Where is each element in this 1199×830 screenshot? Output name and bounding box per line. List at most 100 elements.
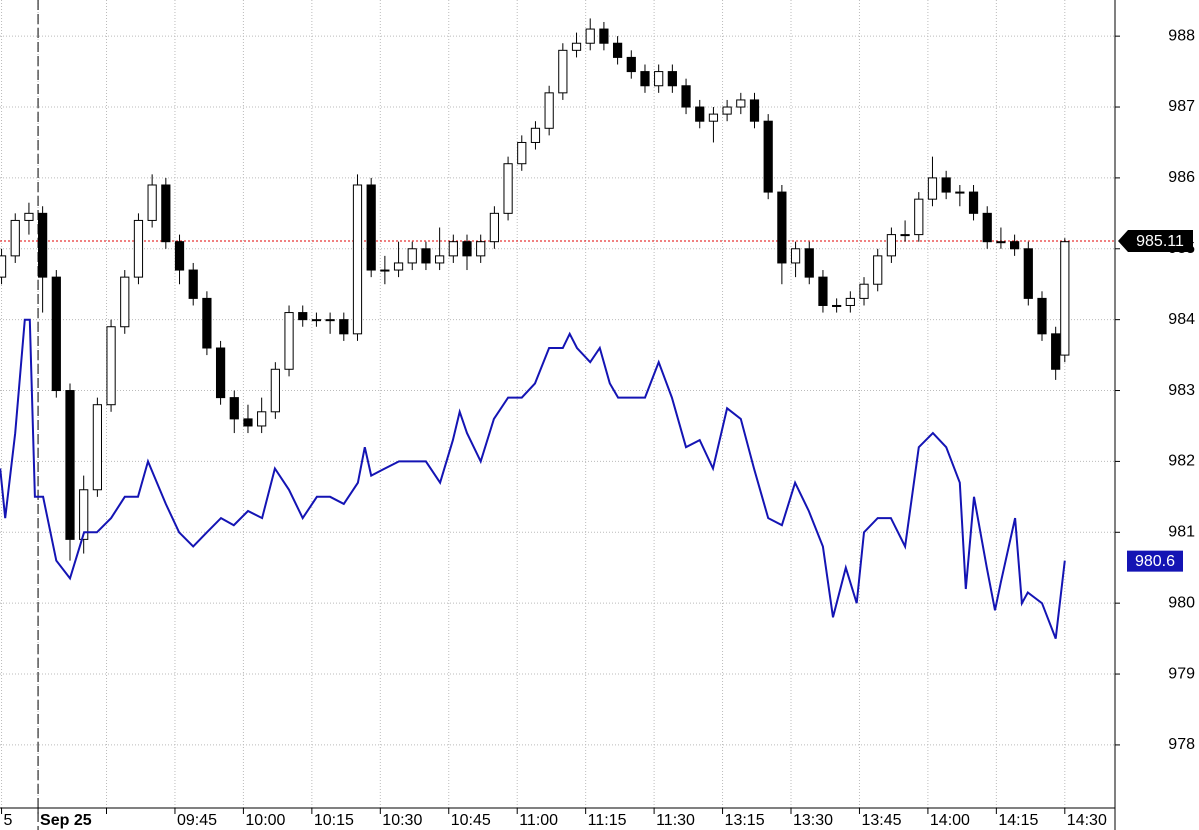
x-tick-label: 13:45 (861, 812, 901, 829)
candle-body (120, 276, 130, 328)
candle-body (1023, 248, 1033, 299)
y-tick-label: 979 (1168, 665, 1195, 682)
candle-body (503, 163, 513, 214)
candle-body (51, 276, 61, 392)
x-tick-label: 09:45 (177, 812, 217, 829)
candle-body (626, 56, 636, 73)
last-price-box (1118, 229, 1193, 252)
candle-body (366, 184, 376, 271)
candle-body (202, 297, 212, 349)
candle-body (133, 219, 144, 278)
candle-body (325, 319, 335, 322)
candle-body (229, 397, 239, 420)
candle-body (804, 248, 814, 278)
candle-body (1010, 241, 1020, 250)
candle-body (544, 92, 554, 129)
candle-body (1037, 297, 1047, 335)
x-tick-label: 10:30 (382, 812, 422, 829)
x-tick-label: 14:15 (998, 812, 1038, 829)
plot (0, 0, 1115, 830)
candle-body (571, 42, 582, 51)
candle-body (886, 234, 897, 257)
candle-body (462, 241, 472, 257)
line-last-box (1127, 550, 1183, 572)
x-tick-label: 11:15 (588, 812, 627, 829)
candle-body (65, 390, 75, 540)
candle-body (955, 191, 965, 194)
candle-body (407, 248, 417, 264)
candle-body (79, 489, 89, 540)
candle-body (845, 297, 855, 306)
y-tick-label: 983 (1168, 382, 1195, 399)
candle-body (0, 255, 7, 278)
candle-body (777, 191, 787, 264)
candle-body (10, 219, 20, 257)
candle-body (517, 141, 527, 165)
y-tick-label: 987 (1168, 98, 1195, 115)
y-tick-label: 986 (1168, 169, 1195, 186)
candle-body (941, 177, 951, 193)
x-tick-label: 11:00 (519, 812, 558, 829)
candle-body (270, 368, 280, 413)
candle-body (982, 212, 992, 243)
y-tick-label: 978 (1168, 736, 1195, 753)
candle-body (435, 255, 445, 264)
candle-body (352, 184, 363, 335)
y-tick-label: 984 (1168, 311, 1195, 328)
candle-body (421, 248, 431, 264)
candle-body (298, 312, 308, 321)
candle-body (380, 269, 390, 272)
candle-body (92, 404, 102, 491)
x-tick-label: 10:00 (245, 812, 285, 829)
candle-body (818, 276, 828, 306)
candle-body (763, 120, 773, 193)
candle-body (188, 269, 198, 299)
candle-body (257, 411, 267, 427)
candle-body (749, 99, 760, 122)
last-price-label: 985.11 (1136, 233, 1184, 250)
candle-body (339, 319, 349, 335)
candle-body (722, 106, 732, 115)
candle-body (927, 177, 938, 200)
candle-body (284, 312, 294, 370)
candle-body (38, 212, 48, 278)
candle-body (736, 99, 746, 108)
candle-body (612, 42, 623, 58)
line-series (0, 318, 1066, 639)
y-tick-label: 981 (1168, 524, 1195, 541)
candle-body (1060, 241, 1070, 356)
candle-body (174, 241, 185, 271)
candle-body (243, 418, 253, 427)
candle-body (873, 255, 883, 285)
x-tick-label: 14:00 (930, 812, 970, 829)
candle-body (311, 319, 322, 322)
y-tick-label: 980 (1168, 594, 1195, 611)
candle-body (1051, 333, 1061, 370)
candle-body (914, 198, 924, 236)
candle-body (585, 28, 595, 44)
x-tick-label: 10:15 (314, 812, 354, 829)
candle-body (968, 191, 979, 214)
x-tick-label: 10:45 (451, 812, 491, 829)
candle-body (476, 241, 486, 257)
candle-body (147, 184, 157, 221)
y-tick-label: 982 (1168, 453, 1195, 470)
candle-body (667, 71, 677, 87)
candle-body (708, 113, 719, 122)
candle-body (599, 28, 609, 44)
x-tick-label: 14:30 (1067, 812, 1107, 829)
candle-body (695, 106, 705, 122)
candle-body (900, 234, 910, 237)
candle-body (215, 347, 226, 399)
candle-body (489, 212, 499, 243)
candle-body (106, 326, 116, 406)
candle-body (859, 283, 869, 299)
candle-body (996, 241, 1006, 244)
candle-body (640, 71, 650, 87)
candle-body (681, 85, 691, 108)
candle-body (24, 212, 34, 221)
candle-body (654, 71, 664, 87)
